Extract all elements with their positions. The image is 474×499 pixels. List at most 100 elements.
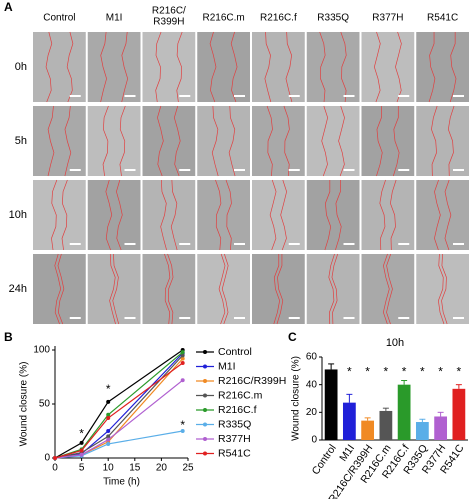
wound-edge xyxy=(66,31,74,103)
legend-marker xyxy=(203,451,207,456)
legend-marker xyxy=(203,364,207,369)
wound-edge xyxy=(444,179,452,251)
micrograph xyxy=(306,106,360,176)
wound-edge xyxy=(273,253,280,325)
point xyxy=(106,441,111,446)
x-tick-label: 20 xyxy=(156,463,168,474)
bar xyxy=(361,420,375,440)
wound-edge xyxy=(386,253,393,325)
legend-label: M1I xyxy=(218,360,236,372)
wound-edge xyxy=(269,179,277,251)
legend-label: R216C/R399H xyxy=(218,375,286,387)
wound-edge xyxy=(338,105,345,177)
point xyxy=(79,440,84,445)
x-tick-label: 10 xyxy=(103,463,115,474)
y-tick-label: 100 xyxy=(33,345,50,356)
point xyxy=(180,429,185,433)
column-label: R216C/ xyxy=(152,6,186,17)
bar xyxy=(397,384,411,440)
wound-edge xyxy=(438,253,445,325)
significance: * xyxy=(457,364,462,378)
wound-edge xyxy=(209,31,217,103)
point xyxy=(180,360,185,365)
wound-edge xyxy=(379,179,386,251)
micrograph xyxy=(197,180,250,250)
point xyxy=(180,353,185,358)
significance: * xyxy=(420,364,425,378)
column-label: R216C.f xyxy=(260,13,297,24)
point xyxy=(106,437,111,442)
wound-edge xyxy=(328,253,335,325)
micrograph xyxy=(306,32,360,102)
legend-marker xyxy=(203,393,207,398)
y-tick-label: 0 xyxy=(311,435,317,446)
wound-edge xyxy=(434,179,441,251)
micrograph xyxy=(142,32,196,102)
micrograph xyxy=(87,32,141,102)
wound-edge xyxy=(264,31,272,103)
wound-edge xyxy=(376,105,383,177)
micrograph xyxy=(33,32,86,102)
wound-edge xyxy=(225,179,232,251)
micrograph xyxy=(197,32,250,102)
micrograph xyxy=(252,180,305,250)
legend-marker xyxy=(203,422,207,427)
wound-edge xyxy=(173,105,181,177)
legend-label: R216C.f xyxy=(218,404,257,416)
x-tick-label: 15 xyxy=(129,463,141,474)
wound-edge xyxy=(119,105,126,177)
wound-edge xyxy=(221,253,229,325)
bar xyxy=(379,410,393,440)
micrograph xyxy=(416,106,469,176)
legend-label: Control xyxy=(218,346,252,358)
significance: * xyxy=(347,364,352,378)
point xyxy=(79,448,84,453)
wound-edge xyxy=(335,179,342,251)
bar xyxy=(415,422,429,440)
y-tick-label: 20 xyxy=(306,407,318,418)
bar xyxy=(434,416,448,440)
point xyxy=(180,378,185,383)
wound-edge xyxy=(215,179,222,251)
y-axis-label: Wound closure (%) xyxy=(19,362,30,447)
legend-label: R377H xyxy=(218,433,251,445)
y-axis-label: Wound closure (%) xyxy=(291,356,302,441)
point xyxy=(53,456,57,460)
micrograph xyxy=(252,32,305,102)
wound-edge xyxy=(266,105,273,177)
wound-edge xyxy=(57,253,65,325)
wound-edge xyxy=(276,253,284,325)
wound-edge xyxy=(331,253,339,325)
y-tick-label: 0 xyxy=(44,453,50,464)
wound-edge xyxy=(170,179,178,251)
wound-edge xyxy=(160,179,167,251)
column-label: R377H xyxy=(372,13,403,24)
wound-edge xyxy=(176,31,183,103)
bar xyxy=(342,402,356,440)
point xyxy=(106,429,111,433)
wound-edge xyxy=(230,31,238,103)
wound-edge xyxy=(64,105,72,177)
y-tick-label: 60 xyxy=(306,352,318,363)
micrograph xyxy=(252,106,305,176)
wound-edge xyxy=(280,179,287,251)
legend-label: R541C xyxy=(218,447,251,459)
x-axis-label: Time (h) xyxy=(103,477,140,488)
wound-edge xyxy=(283,105,290,177)
micrograph xyxy=(361,106,415,176)
column-label: R216C.m xyxy=(203,13,245,24)
significance: * xyxy=(79,426,84,440)
wound-edge xyxy=(45,31,53,103)
wound-edge xyxy=(321,105,329,177)
wound-edge xyxy=(324,179,332,251)
point xyxy=(180,356,185,361)
micrograph xyxy=(142,180,196,250)
significance: * xyxy=(402,364,407,378)
micrograph xyxy=(142,106,196,176)
significance: * xyxy=(384,364,389,378)
wound-edge xyxy=(383,253,390,325)
wound-edge xyxy=(105,179,113,251)
column-label: Control xyxy=(43,13,75,24)
column-label: R335Q xyxy=(317,13,349,24)
bar xyxy=(324,369,338,440)
